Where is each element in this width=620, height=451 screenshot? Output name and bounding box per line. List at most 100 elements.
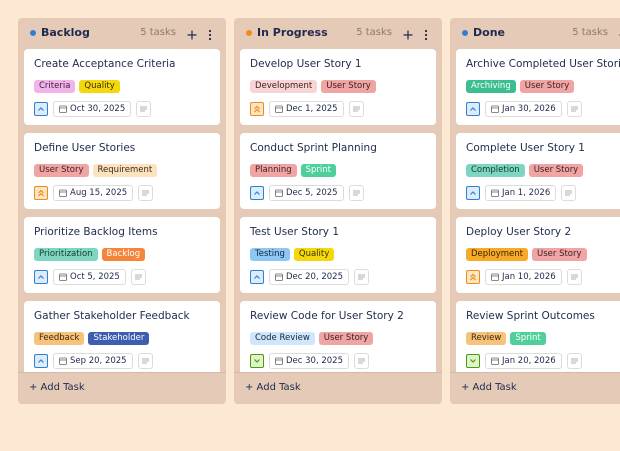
card-meta: Jan 1, 2026	[466, 185, 577, 201]
task-card[interactable]: Gather Stakeholder Feedback Feedback Stake…	[24, 301, 220, 372]
task-card[interactable]: Develop User Story 1 Development User Stor…	[240, 49, 436, 125]
card-title: Gather Stakeholder Feedback	[34, 310, 190, 322]
menu-button[interactable]	[420, 26, 432, 41]
priority-icon[interactable]	[250, 354, 264, 368]
due-date[interactable]: Jan 20, 2026	[485, 353, 562, 369]
date-text: Jan 1, 2026	[502, 188, 551, 198]
priority-icon[interactable]	[34, 186, 48, 200]
notes-button[interactable]	[566, 353, 582, 369]
notes-button[interactable]	[137, 353, 153, 369]
tag-list: Prioritization Backlog	[34, 248, 146, 261]
date-text: Jan 10, 2026	[502, 272, 556, 282]
tag-list: Planning Sprint	[250, 164, 336, 177]
tag: User Story	[528, 164, 584, 177]
tag-list: Archiving User Story	[466, 80, 575, 93]
tag-list: Development User Story	[250, 80, 376, 93]
tag-list: Review Sprint	[466, 332, 546, 345]
notes-button[interactable]	[130, 269, 146, 285]
column: Done 5 tasks Archive Completed User Storie…	[450, 18, 620, 404]
add-task-button[interactable]: + Add Task	[461, 382, 517, 393]
task-card[interactable]: Review Sprint Outcomes Review Sprint Jan 20…	[456, 301, 620, 372]
add-task-button[interactable]: + Add Task	[29, 382, 85, 393]
notes-button[interactable]	[138, 185, 154, 201]
priority-icon[interactable]	[250, 102, 264, 116]
card-title: Deploy User Story 2	[466, 226, 572, 238]
priority-icon[interactable]	[34, 270, 48, 284]
card-list: Archive Completed User Stories Archiving U…	[456, 49, 620, 372]
task-card[interactable]: Complete User Story 1 Completion User Stor…	[456, 133, 620, 209]
due-date[interactable]: Jan 10, 2026	[485, 269, 562, 285]
tag: Backlog	[101, 248, 146, 261]
task-card[interactable]: Archive Completed User Stories Archiving U…	[456, 49, 620, 125]
date-text: Jan 30, 2026	[502, 104, 556, 114]
column: Backlog 5 tasks Create Acceptance Criteria…	[18, 18, 226, 404]
priority-icon[interactable]	[466, 270, 480, 284]
priority-icon[interactable]	[466, 186, 480, 200]
task-card[interactable]: Define User Stories User Story Requirement…	[24, 133, 220, 209]
card-title: Conduct Sprint Planning	[250, 142, 377, 154]
column-footer: + Add Task	[234, 372, 442, 404]
tag: Archiving	[466, 80, 516, 93]
status-dot	[30, 30, 36, 36]
notes-button[interactable]	[354, 353, 370, 369]
due-date[interactable]: Oct 30, 2025	[53, 101, 132, 117]
card-list: Develop User Story 1 Development User Stor…	[240, 49, 436, 372]
card-meta: Dec 30, 2025	[250, 353, 370, 369]
menu-button[interactable]	[204, 26, 216, 41]
due-date[interactable]: Jan 30, 2026	[485, 101, 562, 117]
column-title: Backlog	[41, 26, 90, 39]
card-meta: Dec 20, 2025	[250, 269, 370, 285]
notes-button[interactable]	[348, 101, 364, 117]
column-title: In Progress	[257, 26, 328, 39]
tag: User Story	[532, 248, 587, 261]
due-date[interactable]: Dec 5, 2025	[269, 185, 344, 201]
due-date[interactable]: Oct 5, 2025	[53, 269, 126, 285]
task-card[interactable]: Review Code for User Story 2 Code Review U…	[240, 301, 436, 372]
add-task-button[interactable]: + Add Task	[245, 382, 301, 393]
add-button[interactable]	[186, 26, 198, 40]
task-card[interactable]: Create Acceptance Criteria Criteria Qualit…	[24, 49, 220, 125]
card-title: Develop User Story 1	[250, 58, 362, 70]
priority-icon[interactable]	[250, 270, 264, 284]
priority-icon[interactable]	[250, 186, 264, 200]
tag-list: Code Review User Story	[250, 332, 374, 345]
due-date[interactable]: Sep 20, 2025	[53, 353, 133, 369]
card-meta: Dec 5, 2025	[250, 185, 364, 201]
task-card[interactable]: Conduct Sprint Planning Planning Sprint Dec…	[240, 133, 436, 209]
priority-icon[interactable]	[34, 354, 48, 368]
card-list: Create Acceptance Criteria Criteria Qualit…	[24, 49, 220, 372]
notes-button[interactable]	[561, 185, 577, 201]
task-card[interactable]: Test User Story 1 Testing Quality Dec 20, 2…	[240, 217, 436, 293]
notes-button[interactable]	[566, 269, 582, 285]
tag: User Story	[519, 80, 575, 93]
card-meta: Aug 15, 2025	[34, 185, 154, 201]
tag: User Story	[318, 332, 374, 345]
notes-button[interactable]	[566, 101, 582, 117]
due-date[interactable]: Jan 1, 2026	[485, 185, 557, 201]
due-date[interactable]: Dec 1, 2025	[269, 101, 344, 117]
add-button[interactable]	[402, 26, 414, 40]
date-text: Jan 20, 2026	[502, 356, 556, 366]
column-footer: + Add Task	[450, 372, 620, 404]
notes-button[interactable]	[136, 101, 152, 117]
card-title: Create Acceptance Criteria	[34, 58, 176, 70]
tag: Code Review	[250, 332, 315, 345]
priority-icon[interactable]	[34, 102, 48, 116]
notes-button[interactable]	[354, 269, 370, 285]
priority-icon[interactable]	[466, 102, 480, 116]
tag-list: Testing Quality	[250, 248, 335, 261]
date-text: Dec 5, 2025	[286, 188, 338, 198]
due-date[interactable]: Dec 20, 2025	[269, 269, 350, 285]
task-card[interactable]: Prioritize Backlog Items Prioritization Ba…	[24, 217, 220, 293]
due-date[interactable]: Dec 30, 2025	[269, 353, 350, 369]
notes-button[interactable]	[348, 185, 364, 201]
task-card[interactable]: Deploy User Story 2 Deployment User Story J…	[456, 217, 620, 293]
card-title: Define User Stories	[34, 142, 136, 154]
priority-icon[interactable]	[466, 354, 480, 368]
card-title: Prioritize Backlog Items	[34, 226, 158, 238]
task-count: 5 tasks	[140, 27, 176, 38]
tag-list: User Story Requirement	[34, 164, 158, 177]
due-date[interactable]: Aug 15, 2025	[53, 185, 134, 201]
